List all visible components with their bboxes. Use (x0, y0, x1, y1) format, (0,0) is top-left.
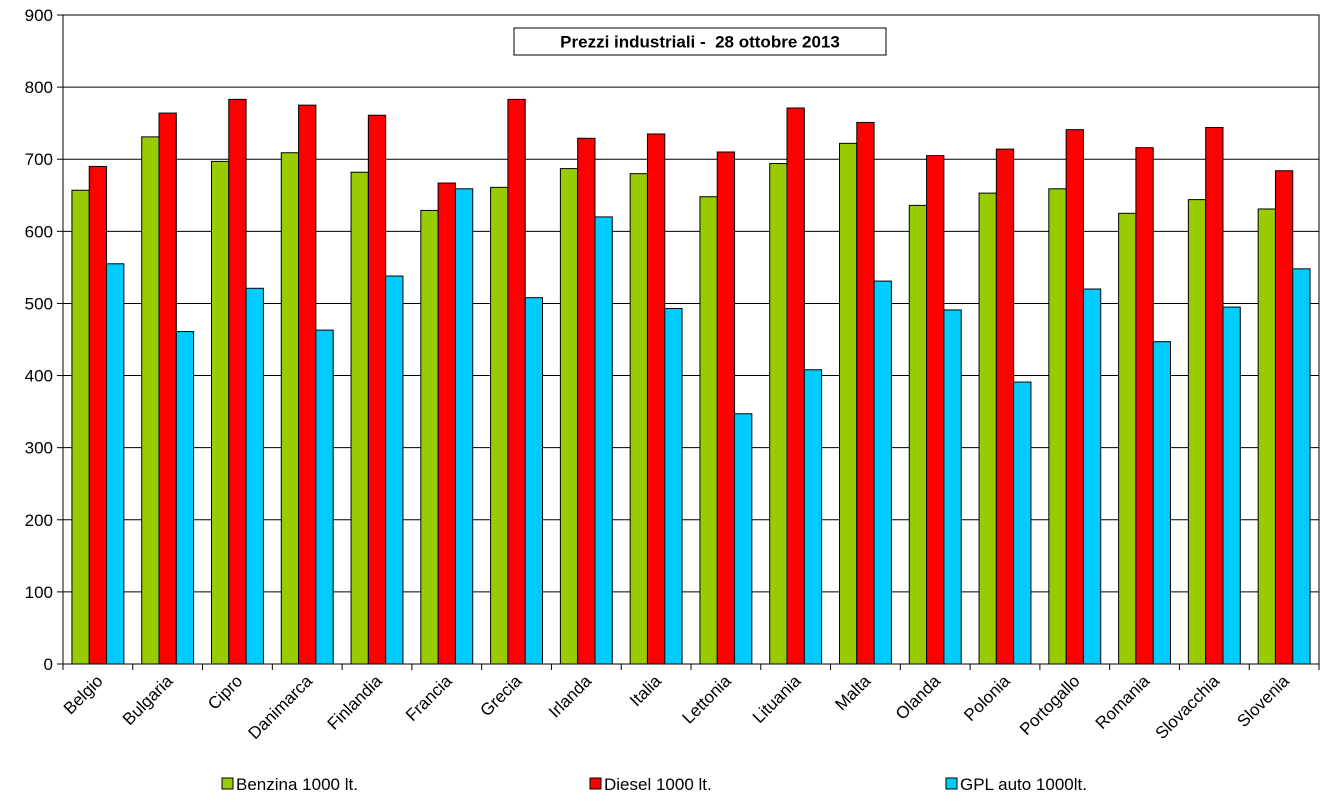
bar (158, 112, 177, 665)
x-tick-label: Belgio (60, 671, 107, 718)
y-tick-label: 400 (25, 367, 53, 386)
bar (298, 104, 317, 665)
x-tick-label: Irlanda (545, 671, 596, 722)
bar (786, 107, 805, 665)
legend-swatch (945, 777, 958, 790)
legend-label: Diesel 1000 lt. (604, 775, 712, 794)
bar (856, 121, 875, 665)
bar (1205, 126, 1224, 665)
bar (1065, 129, 1084, 665)
chart-title: Prezzi industriali - 28 ottobre 2013 (560, 33, 840, 52)
legend-label: Benzina 1000 lt. (236, 775, 358, 794)
legend: Benzina 1000 lt. Diesel 1000 lt. GPL auto … (221, 775, 1087, 794)
bar (1048, 188, 1067, 665)
x-tick-label: Danimarca (244, 671, 316, 743)
bar (228, 98, 247, 665)
legend-swatch (221, 777, 234, 790)
bar (1222, 306, 1241, 665)
bar (385, 275, 404, 665)
bar (1292, 268, 1311, 665)
bar (1152, 341, 1172, 665)
x-tick-label: Francia (402, 671, 456, 725)
bar (699, 196, 718, 665)
bar (490, 186, 509, 665)
x-tick-label: Italia (626, 671, 665, 710)
bar (71, 189, 90, 665)
x-tick-label: Slovenia (1233, 671, 1293, 731)
x-tick-label: Olanda (892, 671, 945, 724)
y-tick-label: 500 (25, 294, 53, 313)
x-tick-label: Romania (1092, 671, 1154, 733)
bar (507, 98, 526, 665)
bar (646, 133, 666, 665)
y-tick-label: 900 (25, 6, 53, 25)
legend-swatch (589, 777, 602, 790)
x-tick-label: Cipro (204, 671, 246, 713)
bar (664, 307, 683, 665)
x-tick-label: Grecia (477, 671, 526, 720)
bar (769, 163, 788, 665)
bar (577, 137, 596, 665)
bar (943, 309, 962, 665)
x-tick-label: Lettonia (679, 671, 736, 728)
bar (716, 151, 736, 665)
x-tick-label: Portogallo (1016, 671, 1084, 739)
bar (1013, 381, 1032, 665)
bar (141, 136, 160, 665)
bar (1118, 212, 1137, 665)
y-tick-label: 200 (25, 511, 53, 530)
bar (873, 280, 892, 665)
chart-title-box: Prezzi industriali - 28 ottobre 2013 (513, 27, 887, 56)
bar (420, 209, 439, 665)
bar (175, 331, 195, 665)
y-tick-label: 300 (25, 439, 53, 458)
bar (88, 165, 108, 665)
y-tick-label: 0 (44, 655, 53, 674)
bar (926, 155, 945, 665)
x-tick-label: Finlandia (324, 671, 387, 734)
bar (315, 329, 334, 665)
x-tick-label: Malta (831, 671, 874, 714)
bar (1274, 170, 1294, 665)
legend-label: GPL auto 1000lt. (960, 775, 1087, 794)
x-tick-label: Bulgaria (119, 671, 177, 729)
bars-layer (71, 98, 1311, 665)
y-tick-label: 600 (25, 222, 53, 241)
bar (908, 204, 928, 665)
grid-layer (63, 86, 1319, 593)
bar (594, 216, 613, 665)
bar (350, 171, 369, 665)
bar (367, 114, 387, 665)
bar (803, 369, 823, 665)
y-tick-label: 800 (25, 78, 53, 97)
bar (210, 160, 230, 665)
x-tick-label: Lituania (749, 671, 805, 727)
x-tick-label: Slovacchia (1152, 671, 1224, 743)
x-tick-label: Polonia (960, 671, 1014, 725)
bar (838, 142, 858, 665)
bar (1257, 208, 1276, 665)
bar (995, 148, 1015, 665)
y-tick-label: 700 (25, 150, 53, 169)
bar (245, 287, 264, 665)
bar (437, 182, 456, 665)
bar (734, 413, 753, 665)
bar (1082, 288, 1102, 665)
bar (978, 192, 997, 665)
bar (559, 168, 579, 665)
bar (280, 152, 300, 665)
bar (1187, 199, 1207, 665)
y-tick-label: 100 (25, 583, 53, 602)
bar (454, 188, 474, 665)
bar (106, 263, 125, 665)
bar (1135, 147, 1154, 665)
chart-title-frame (513, 27, 887, 56)
bar (524, 297, 544, 665)
bar (629, 173, 648, 665)
